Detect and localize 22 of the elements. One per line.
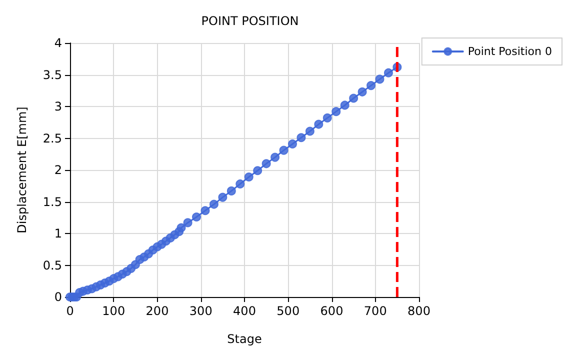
y-tick-label: 3 — [54, 100, 62, 114]
x-axis-title: Stage — [227, 332, 262, 346]
x-tick-label: 200 — [146, 304, 169, 318]
y-tick-label: 2 — [54, 163, 62, 177]
x-tick-label: 600 — [320, 304, 344, 318]
y-tick-label: 3.5 — [42, 68, 62, 82]
y-tick-label: 0 — [54, 290, 62, 304]
y-tick-label: 2.5 — [42, 131, 62, 146]
y-tick-label: 1 — [54, 226, 62, 240]
x-tick-label: 500 — [276, 304, 300, 318]
x-tick-label: 400 — [233, 304, 256, 318]
x-tick-label: 800 — [408, 304, 430, 318]
x-tick-label: 300 — [189, 304, 212, 318]
chart-title: POINT POSITION — [201, 14, 299, 28]
x-tick-label: 0 — [66, 304, 74, 318]
y-tick-label: 1.5 — [42, 194, 62, 209]
y-axis-title: Displacement E[mm] — [15, 106, 29, 234]
y-tick-label: 0.5 — [42, 258, 62, 272]
x-tick-label: 100 — [102, 304, 126, 318]
y-tick-label: 4 — [54, 36, 62, 50]
x-tick-label: 700 — [364, 304, 387, 318]
legend-label: Point Position 0 — [468, 45, 552, 58]
